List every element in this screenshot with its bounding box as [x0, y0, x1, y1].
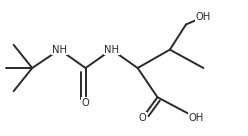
Text: NH: NH — [104, 45, 119, 55]
Text: OH: OH — [196, 12, 211, 22]
Text: NH: NH — [52, 45, 67, 55]
Text: O: O — [82, 98, 90, 108]
Text: OH: OH — [188, 113, 204, 123]
Text: O: O — [139, 113, 147, 123]
